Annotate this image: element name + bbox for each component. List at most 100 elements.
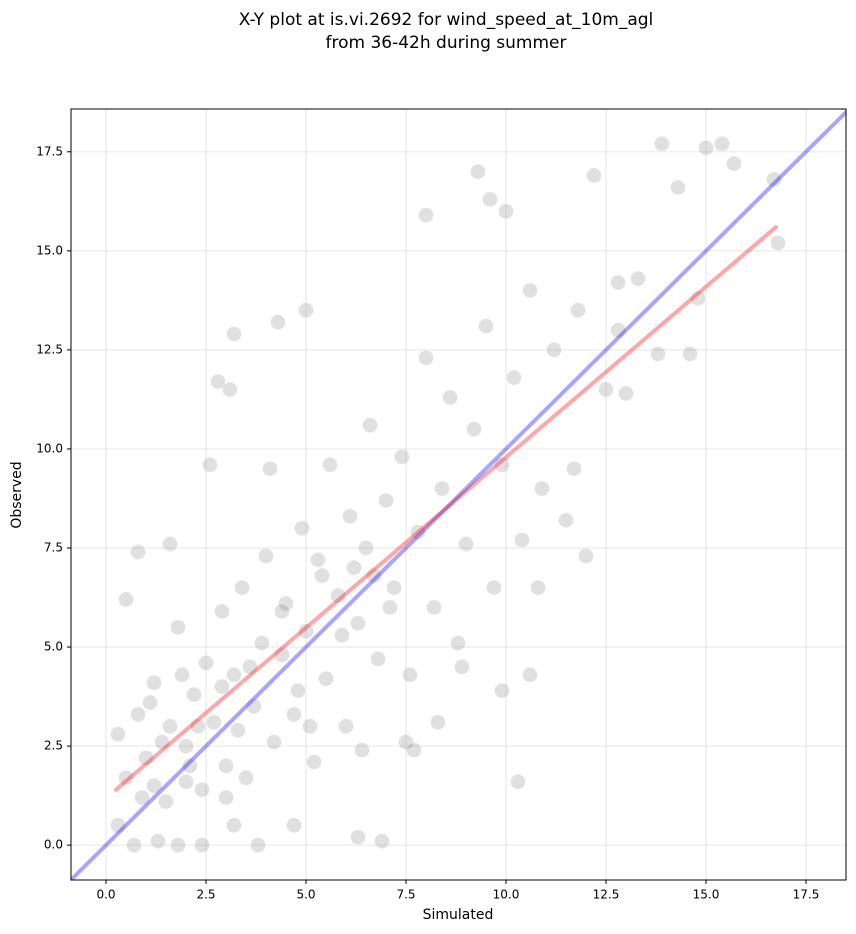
scatter-point	[118, 591, 134, 608]
scatter-point	[182, 757, 198, 774]
y-tick-label: 12.5	[36, 342, 63, 356]
scatter-point	[226, 817, 242, 834]
scatter-point	[118, 769, 134, 786]
scatter-point	[138, 750, 154, 766]
scatter-point	[494, 682, 510, 699]
scatter-point	[130, 706, 146, 723]
chart-subtitle: from 36-42h during summer	[326, 33, 567, 53]
scatter-point	[310, 551, 326, 568]
scatter-point	[558, 512, 574, 529]
x-tick-label: 15.0	[693, 888, 720, 902]
scatter-point	[394, 448, 410, 465]
scatter-point	[726, 155, 742, 172]
scatter-point	[170, 837, 186, 854]
scatter-point	[258, 548, 274, 564]
scatter-point	[274, 603, 290, 620]
scatter-point	[302, 718, 318, 735]
scatter-point	[374, 833, 390, 850]
chart-title: X-Y plot at is.vi.2692 for wind_speed_at…	[239, 10, 654, 30]
scatter-point	[486, 579, 502, 596]
scatter-point	[350, 829, 366, 846]
scatter-point	[226, 666, 242, 683]
scatter-point	[350, 615, 366, 632]
scatter-point	[522, 282, 538, 299]
scatter-point	[278, 595, 294, 612]
scatter-point	[342, 508, 358, 525]
scatter-point	[654, 135, 670, 152]
scatter-point	[250, 837, 266, 854]
y-tick-label: 15.0	[36, 243, 63, 257]
scatter-point	[534, 480, 550, 497]
scatter-point	[198, 654, 214, 671]
scatter-point	[650, 345, 666, 362]
scatter-point	[214, 678, 230, 695]
scatter-point	[450, 635, 466, 651]
scatter-point	[194, 781, 210, 798]
scatter-point	[186, 686, 202, 703]
y-tick-label: 17.5	[36, 144, 63, 158]
y-tick-label: 5.0	[44, 640, 63, 654]
scatter-point	[442, 389, 458, 406]
scatter-point	[690, 290, 706, 307]
scatter-point	[670, 179, 686, 196]
scatter-point	[306, 754, 322, 770]
scatter-point	[410, 524, 426, 541]
scatter-point	[354, 742, 370, 758]
scatter-point	[110, 817, 126, 834]
scatter-point	[150, 833, 166, 850]
fit-line	[114, 225, 778, 792]
scatter-point	[146, 674, 162, 691]
y-tick-label: 2.5	[44, 739, 63, 753]
scatter-point	[270, 314, 286, 331]
y-tick-label: 0.0	[44, 838, 63, 852]
x-tick-label: 7.5	[396, 888, 415, 902]
scatter-point	[418, 207, 434, 224]
scatter-point	[266, 734, 282, 751]
scatter-point	[510, 773, 526, 790]
scatter-point	[318, 670, 334, 687]
scatter-point	[194, 837, 210, 854]
scatter-point	[230, 722, 246, 739]
scatter-point	[398, 734, 414, 751]
scatter-point	[298, 623, 314, 640]
fit-line	[71, 110, 846, 880]
scatter-point	[330, 587, 346, 604]
scatter-point	[162, 536, 178, 552]
scatter-point	[530, 579, 546, 596]
grid	[71, 109, 846, 880]
scatter-point	[322, 456, 338, 473]
scatter-point	[286, 817, 302, 834]
scatter-point	[714, 135, 730, 152]
scatter-point	[770, 235, 786, 251]
scatter-point	[546, 341, 562, 358]
plot-area	[71, 110, 846, 880]
scatter-point	[178, 773, 194, 790]
scatter-point	[358, 540, 374, 556]
scatter-point	[498, 203, 514, 220]
scatter-point	[494, 456, 510, 473]
scatter-point	[254, 635, 270, 651]
scatter-point	[566, 460, 582, 477]
y-axis-label: Observed	[9, 461, 25, 528]
scatter-point	[178, 738, 194, 754]
scatter-point	[506, 369, 522, 386]
scatter-point	[434, 480, 450, 497]
scatter-point	[570, 302, 586, 319]
scatter-point	[226, 326, 242, 342]
scatter-point	[598, 381, 614, 398]
scatter-point	[158, 793, 174, 810]
scatter-point	[298, 302, 314, 319]
scatter-point	[286, 706, 302, 723]
scatter-point	[262, 460, 278, 477]
scatter-point	[170, 619, 186, 636]
scatter-point	[346, 559, 362, 576]
scatter-point	[366, 567, 382, 584]
scatter-point	[218, 789, 234, 806]
scatter-point	[426, 599, 442, 616]
scatter-point	[290, 682, 306, 699]
scatter-point	[210, 373, 226, 390]
scatter-point	[222, 381, 238, 398]
x-tick-label: 17.5	[793, 888, 820, 902]
scatter-point	[478, 318, 494, 335]
